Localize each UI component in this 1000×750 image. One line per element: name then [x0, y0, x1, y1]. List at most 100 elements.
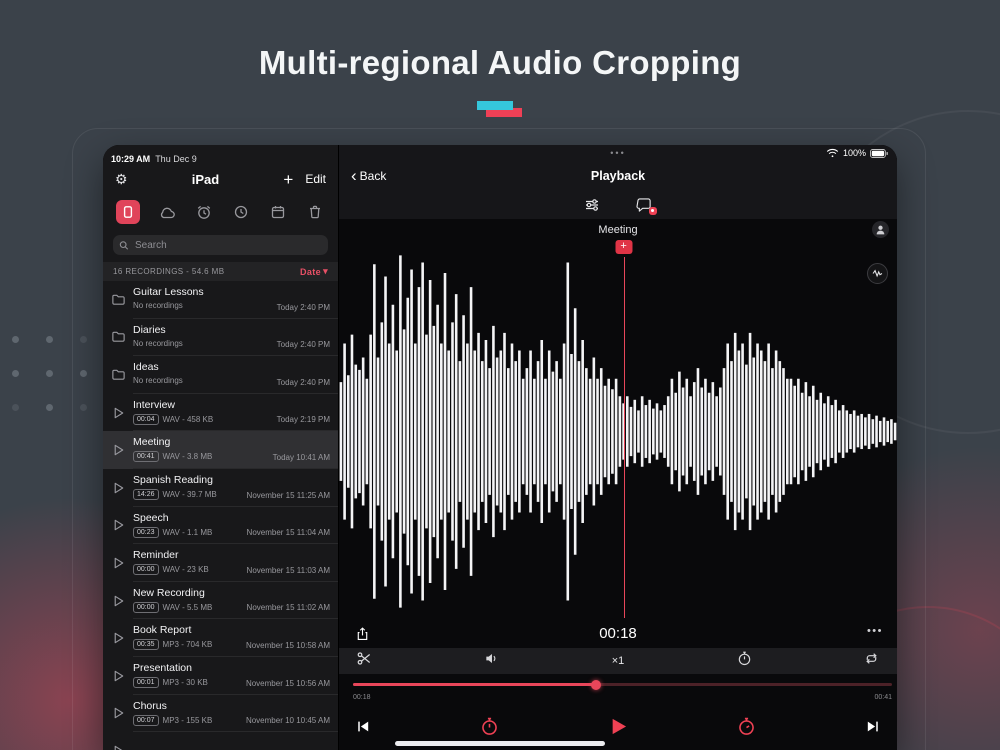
audio-route-icon	[872, 221, 889, 238]
playback-header: ••• 100% ‹ Back Playback	[339, 145, 897, 219]
settings-gear-icon[interactable]: ⚙	[115, 171, 128, 187]
ipad-screenshot: 10:29 AM Thu Dec 9 ⚙ iPad + Edit	[103, 145, 897, 750]
play-icon	[114, 632, 124, 644]
sidebar-tab-bar	[103, 194, 338, 230]
duration-badge: 14:26	[133, 488, 159, 500]
audio-route-button[interactable]	[872, 221, 889, 238]
waveform	[339, 255, 897, 608]
add-button[interactable]: +	[283, 169, 294, 189]
alarm-tab[interactable]	[194, 200, 214, 224]
sidebar: 10:29 AM Thu Dec 9 ⚙ iPad + Edit	[103, 145, 338, 750]
list-item[interactable]: Chorus 00:07 MP3 - 155 KB November 10 10…	[103, 695, 338, 733]
back-button[interactable]: ‹ Back	[351, 165, 387, 185]
list-item[interactable]: Book Report 00:35 MP3 - 704 KB November …	[103, 619, 338, 657]
notes-button[interactable]	[635, 197, 657, 215]
play-icon	[114, 444, 124, 456]
recordings-summary: 16 RECORDINGS - 54.6 MB	[113, 267, 225, 276]
item-meta: WAV - 39.7 MB	[162, 489, 217, 499]
title-accent	[477, 101, 523, 120]
next-track-button[interactable]	[865, 719, 880, 739]
share-icon	[357, 627, 368, 640]
toolbar	[339, 191, 897, 219]
speed-button[interactable]: ×1	[611, 655, 625, 667]
play-button[interactable]	[608, 716, 629, 742]
item-date: November 15 10:56 AM	[245, 678, 330, 688]
folder-icon	[112, 369, 125, 380]
list-item[interactable]: Presentation 00:01 MP3 - 30 KB November …	[103, 657, 338, 695]
calendar-tab[interactable]	[268, 200, 288, 224]
edit-button[interactable]: Edit	[305, 172, 326, 186]
sliders-icon	[585, 199, 598, 211]
decorative-frame	[72, 128, 926, 750]
list-item[interactable]: Guitar Lessons No recordings Today 2:40 …	[103, 281, 338, 319]
trash-tab[interactable]	[305, 200, 325, 224]
battery-icon	[870, 148, 888, 158]
elapsed-time: 00:18	[353, 694, 371, 701]
decorative-dots	[12, 336, 87, 411]
sort-button[interactable]: Date ▾	[299, 266, 328, 277]
play-icon	[114, 520, 124, 531]
item-meta: No recordings	[133, 338, 183, 348]
recordings-summary-bar: 16 RECORDINGS - 54.6 MB Date ▾	[103, 262, 338, 281]
search-area	[103, 230, 338, 262]
progress-handle[interactable]	[590, 679, 601, 690]
time-strip: 00:18 •••	[339, 622, 897, 648]
play-icon	[114, 708, 124, 719]
share-button[interactable]	[355, 626, 370, 647]
cloud-icon	[160, 207, 175, 219]
duration-badge: 00:35	[133, 639, 159, 651]
list-item[interactable]: Reminder 00:00 WAV - 23 KB November 15 1…	[103, 544, 338, 582]
item-title: Guitar Lessons	[133, 286, 204, 298]
play-icon	[114, 670, 124, 681]
list-item[interactable]: Spanish Reading 14:26 WAV - 39.7 MB Nove…	[103, 469, 338, 507]
search-box[interactable]	[113, 235, 328, 255]
current-time: 00:18	[599, 625, 637, 642]
folder-icon	[112, 294, 125, 305]
recordings-list: Guitar Lessons No recordings Today 2:40 …	[103, 281, 338, 750]
play-icon	[612, 718, 626, 735]
skip-back-timer-icon	[481, 717, 497, 735]
trim-button[interactable]	[357, 651, 372, 671]
repeat-button[interactable]	[864, 651, 879, 671]
sidebar-title: iPad	[191, 171, 220, 187]
play-icon	[114, 407, 124, 418]
status-date: Thu Dec 9	[155, 154, 197, 164]
item-title: New Recording	[133, 586, 205, 599]
recent-tab[interactable]	[231, 200, 251, 224]
list-item[interactable]: Meeting 00:41 WAV - 3.8 MB Today 10:41 A…	[103, 431, 338, 469]
volume-button[interactable]	[484, 651, 499, 671]
playhead-add-button[interactable]: +	[615, 240, 633, 254]
list-item[interactable]: Diaries No recordings Today 2:40 PM	[103, 319, 338, 357]
effects-button[interactable]	[584, 197, 600, 213]
progress-track[interactable]	[353, 679, 892, 690]
item-title: Spanish Reading	[133, 473, 213, 486]
list-item[interactable]: New Recording 00:00 WAV - 5.5 MB Novembe…	[103, 582, 338, 620]
list-item[interactable]: Speech 00:23 WAV - 1.1 MB November 15 11…	[103, 507, 338, 545]
list-item[interactable]	[103, 732, 338, 750]
item-title: Interview	[133, 398, 176, 411]
cloud-tab[interactable]	[157, 200, 177, 224]
skip-forward-button[interactable]	[737, 717, 756, 741]
more-button[interactable]: •••	[866, 625, 883, 637]
search-icon	[119, 240, 129, 250]
list-item[interactable]: Interview 00:04 WAV - 458 KB Today 2:19 …	[103, 394, 338, 432]
multitask-dots[interactable]: •••	[610, 148, 626, 158]
transport-controls	[339, 708, 897, 750]
home-indicator[interactable]	[395, 741, 605, 746]
local-recordings-tab[interactable]	[116, 200, 140, 224]
waveform-mode-button[interactable]	[867, 263, 888, 284]
item-title: Chorus	[133, 699, 167, 712]
previous-track-button[interactable]	[356, 719, 371, 739]
skip-back-button[interactable]	[480, 717, 499, 741]
item-meta: WAV - 458 KB	[162, 414, 214, 424]
search-input[interactable]	[133, 238, 322, 252]
waveform-area[interactable]: +	[339, 240, 897, 622]
list-item[interactable]: Ideas No recordings Today 2:40 PM	[103, 356, 338, 394]
total-time: 00:41	[874, 694, 892, 701]
track-title: Meeting	[598, 224, 638, 236]
playhead[interactable]	[623, 257, 626, 618]
item-meta: WAV - 3.8 MB	[162, 452, 213, 462]
sleep-timer-button[interactable]	[737, 651, 752, 671]
item-title: Diaries	[133, 323, 166, 336]
